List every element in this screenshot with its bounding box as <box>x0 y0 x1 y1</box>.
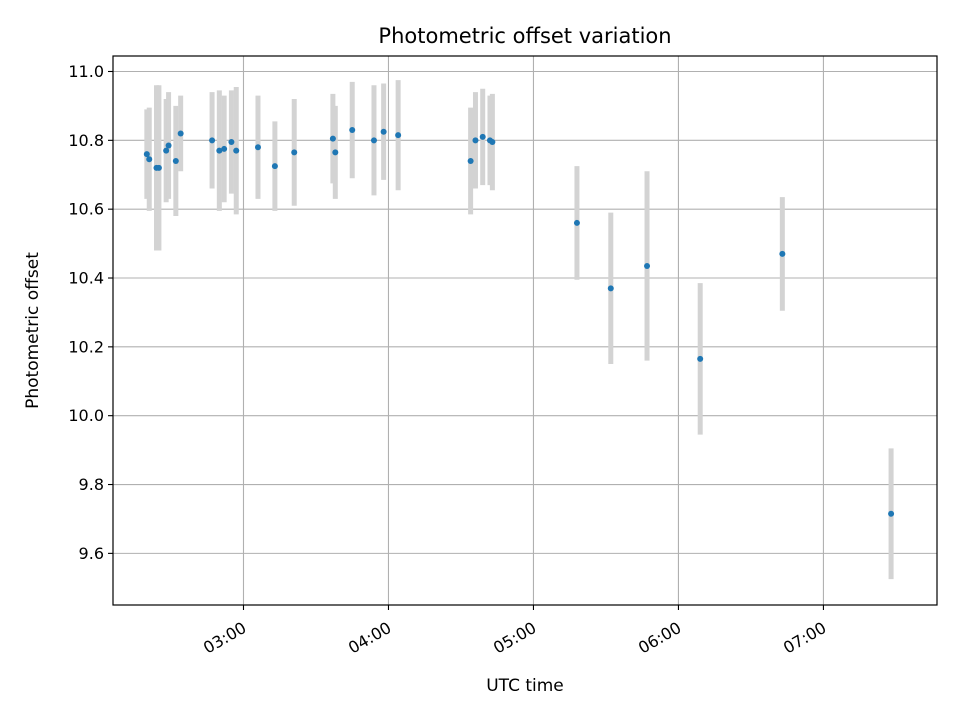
data-point <box>644 262 651 269</box>
y-tick-label: 10.8 <box>68 131 104 150</box>
plot-area-frame <box>112 55 938 606</box>
y-tick-label: 10.0 <box>68 406 104 425</box>
x-axis-label: UTC time <box>486 676 564 696</box>
chart-title: Photometric offset variation <box>378 24 671 48</box>
data-point <box>329 135 336 142</box>
data-point <box>172 157 179 164</box>
data-point <box>779 250 786 257</box>
data-point <box>888 510 895 517</box>
y-tick-label: 9.8 <box>79 475 104 494</box>
data-point <box>228 139 235 146</box>
data-point <box>291 149 298 156</box>
y-tick-label: 10.6 <box>68 200 104 219</box>
data-point <box>146 156 153 163</box>
data-point <box>177 130 184 137</box>
data-point <box>697 355 704 362</box>
data-points <box>143 127 895 517</box>
data-point <box>254 144 261 151</box>
data-point <box>573 219 580 226</box>
data-point <box>233 147 240 154</box>
y-axis-ticks: 9.6 9.8 10.0 10.2 10.4 10.6 10.8 11.0 <box>68 62 113 563</box>
y-tick-label: 10.2 <box>68 337 104 356</box>
data-point <box>607 285 614 292</box>
data-point <box>395 132 402 139</box>
data-point <box>216 147 223 154</box>
data-point <box>155 164 162 171</box>
y-tick-label: 10.4 <box>68 269 104 288</box>
y-tick-label: 11.0 <box>68 62 104 81</box>
data-point <box>209 137 216 144</box>
data-point <box>489 139 496 146</box>
data-point <box>349 127 356 134</box>
data-point <box>163 147 170 154</box>
y-tick-label: 9.6 <box>79 544 104 563</box>
data-point <box>332 149 339 156</box>
data-point <box>467 157 474 164</box>
data-point <box>271 163 278 170</box>
data-point <box>370 137 377 144</box>
data-point <box>143 151 150 158</box>
data-point <box>380 128 387 135</box>
data-point <box>165 142 172 149</box>
grid <box>113 56 937 605</box>
data-point <box>472 137 479 144</box>
data-point <box>221 145 228 152</box>
data-point <box>479 133 486 140</box>
y-axis-label: Photometric offset <box>23 252 43 409</box>
